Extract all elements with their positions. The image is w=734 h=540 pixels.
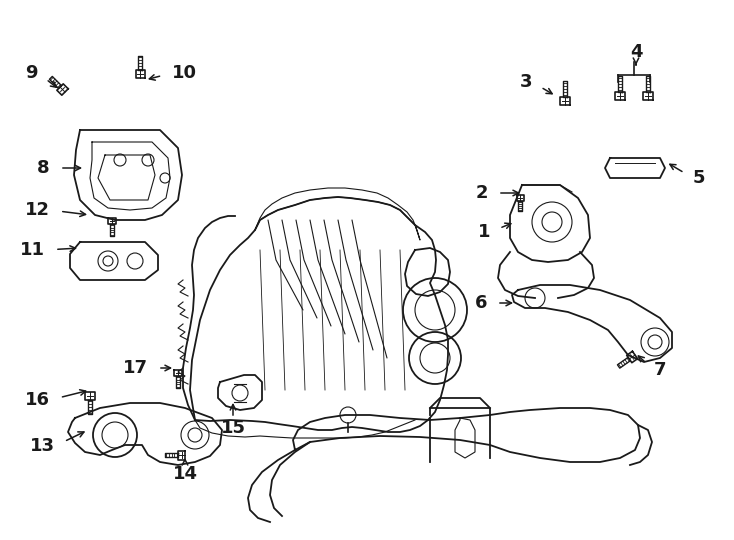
Text: 2: 2 bbox=[476, 184, 488, 202]
Text: 15: 15 bbox=[220, 419, 245, 437]
Text: 3: 3 bbox=[520, 73, 532, 91]
Text: 16: 16 bbox=[25, 391, 50, 409]
Text: 17: 17 bbox=[123, 359, 148, 377]
Text: 14: 14 bbox=[172, 465, 197, 483]
Text: 7: 7 bbox=[654, 361, 666, 379]
Text: 5: 5 bbox=[693, 169, 705, 187]
Text: 12: 12 bbox=[25, 201, 50, 219]
Text: 4: 4 bbox=[630, 43, 642, 61]
Text: 1: 1 bbox=[478, 223, 490, 241]
Text: 6: 6 bbox=[474, 294, 487, 312]
Text: 8: 8 bbox=[37, 159, 50, 177]
Text: 13: 13 bbox=[30, 437, 55, 455]
Text: 9: 9 bbox=[26, 64, 38, 82]
Text: 11: 11 bbox=[20, 241, 45, 259]
Text: 10: 10 bbox=[172, 64, 197, 82]
